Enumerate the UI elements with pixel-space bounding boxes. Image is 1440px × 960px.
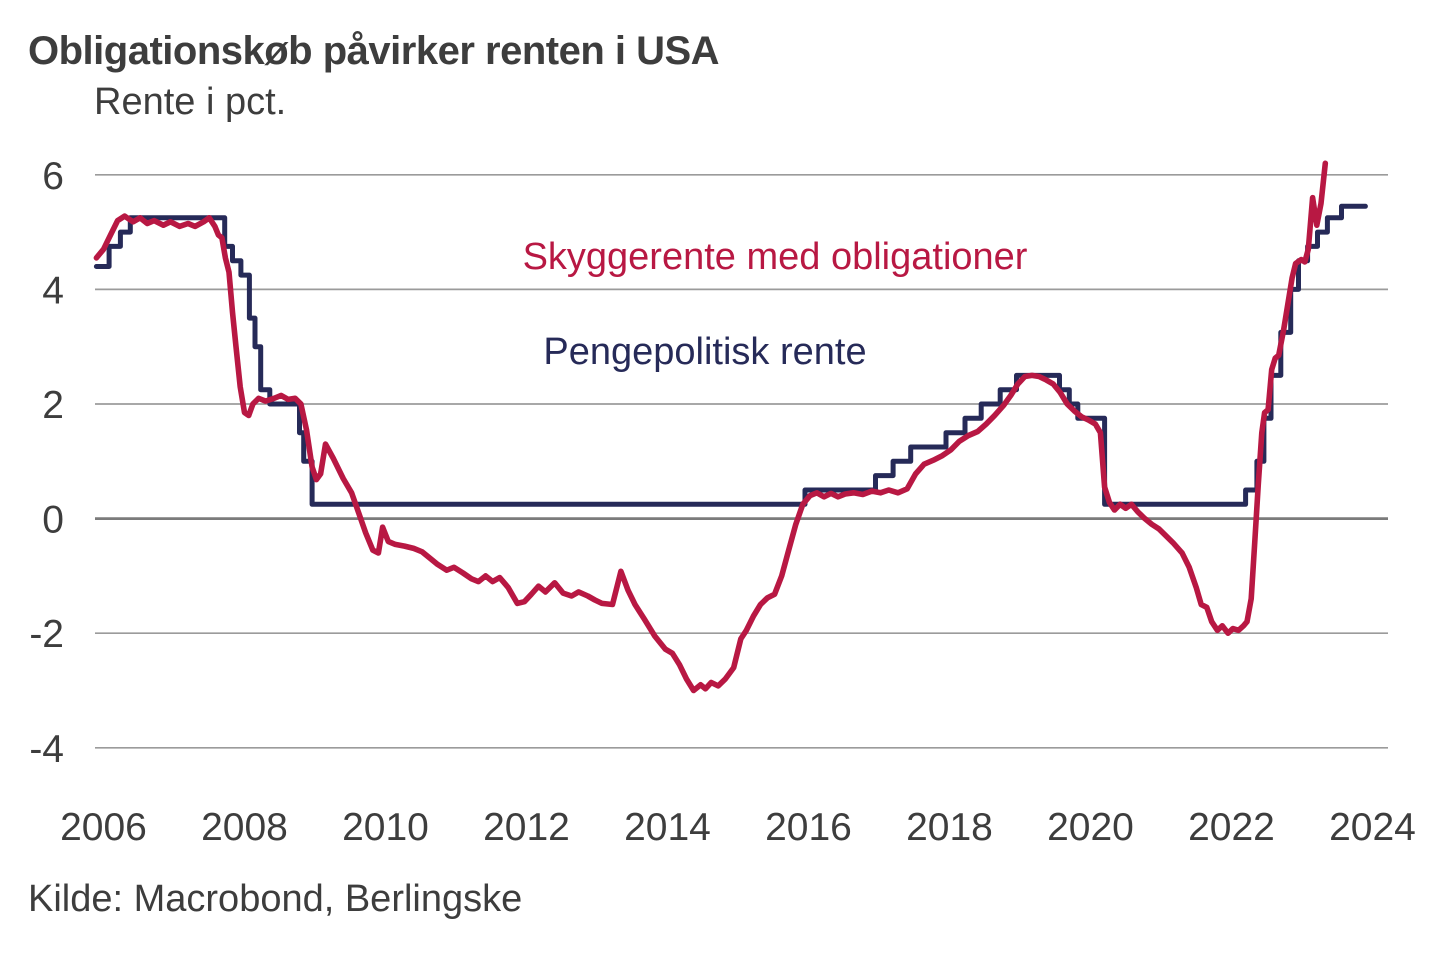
x-tick-label-2012: 2012 xyxy=(483,806,570,849)
x-tick-label-2008: 2008 xyxy=(201,806,288,849)
y-tick-label--2: -2 xyxy=(29,613,64,656)
series-line-shadow-rate xyxy=(93,160,1329,694)
x-tick-label-2014: 2014 xyxy=(624,806,711,849)
y-tick-label-0: 0 xyxy=(42,499,64,542)
series-label-policy-rate: Pengepolitisk rente xyxy=(543,331,867,373)
source-attribution: Kilde: Macrobond, Berlingske xyxy=(28,878,523,920)
x-tick-label-2010: 2010 xyxy=(342,806,429,849)
y-axis-unit-label: Rente i pct. xyxy=(94,81,287,123)
y-tick-label--4: -4 xyxy=(29,728,64,771)
x-tick-label-2024: 2024 xyxy=(1329,806,1416,849)
x-tick-label-2018: 2018 xyxy=(906,806,993,849)
y-tick-label-4: 4 xyxy=(42,269,64,312)
series-label-shadow-rate: Skyggerente med obligationer xyxy=(522,236,1028,278)
x-tick-label-2006: 2006 xyxy=(60,806,147,849)
x-tick-label-2022: 2022 xyxy=(1188,806,1275,849)
chart-title: Obligationskøb påvirker renten i USA xyxy=(28,29,720,73)
x-tick-label-2020: 2020 xyxy=(1047,806,1134,849)
y-tick-label-6: 6 xyxy=(42,155,64,198)
y-tick-label-2: 2 xyxy=(42,384,64,427)
x-tick-label-2016: 2016 xyxy=(765,806,852,849)
